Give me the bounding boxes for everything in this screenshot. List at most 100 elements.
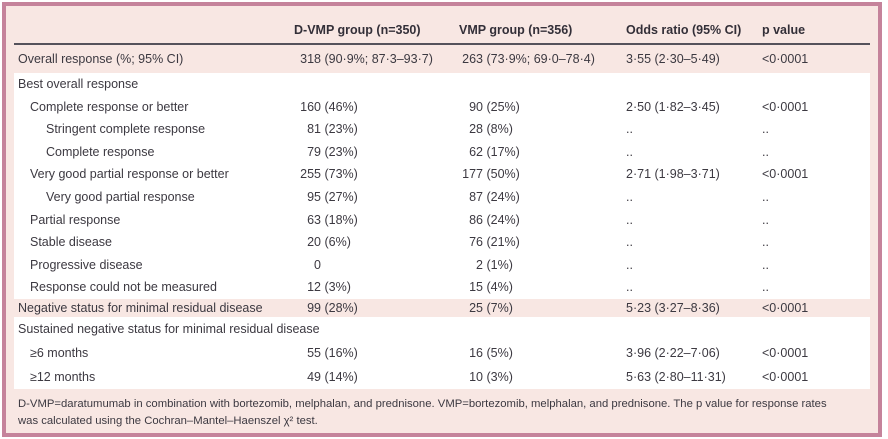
- white-row-panel: Sustained negative status for minimal re…: [14, 316, 870, 389]
- cell-dvmp: 318 (90·9%; 87·3–93·7): [294, 53, 459, 66]
- row-label: Partial response: [30, 212, 121, 227]
- cell-dvmp: 63 (18%): [294, 214, 459, 227]
- value-number: 49: [307, 369, 321, 384]
- cell-dvmp: 255 (73%): [294, 168, 459, 181]
- value-number: 76: [469, 235, 483, 250]
- cell-vmp: 25 (7%): [459, 302, 626, 315]
- value-number: 10: [469, 369, 483, 384]
- cell-pvalue: ..: [762, 190, 769, 205]
- value-number: 160: [300, 99, 321, 114]
- cell-pvalue: <0·0001: [762, 345, 809, 360]
- cell-vmp: 2 (1%): [459, 259, 626, 272]
- cell-odds-ratio: 3·96 (2·22–7·06): [626, 345, 720, 360]
- row-label: Negative status for minimal residual dis…: [18, 300, 263, 315]
- cell-vmp: 15 (4%): [459, 281, 626, 294]
- white-row-panel: Best overall response Complete response o…: [14, 73, 870, 299]
- column-header-dvmp-group: D-VMP group (n=350): [294, 23, 421, 37]
- cell-dvmp: 81 (23%): [294, 123, 459, 136]
- cell-pvalue: ..: [762, 212, 769, 227]
- cell-vmp: 87 (24%): [459, 191, 626, 204]
- row-label: Complete response or better: [30, 99, 189, 114]
- row-label: Progressive disease: [30, 257, 143, 272]
- cell-dvmp: 20 (6%): [294, 236, 459, 249]
- row-label: Sustained negative status for minimal re…: [18, 321, 320, 336]
- cell-pvalue: ..: [762, 144, 769, 159]
- cell-vmp: 62 (17%): [459, 146, 626, 159]
- cell-odds-ratio: ..: [626, 257, 633, 272]
- value-number: 28: [469, 122, 483, 137]
- cell-vmp: 263 (73·9%; 69·0–78·4): [459, 53, 626, 66]
- table-row: Stable disease 20 (6%) 76 (21%)....: [14, 231, 870, 254]
- cell-pvalue: <0·0001: [762, 369, 809, 384]
- value-number: 20: [307, 235, 321, 250]
- cell-vmp: 76 (21%): [459, 236, 626, 249]
- row-label: Very good partial response or better: [30, 167, 229, 182]
- row-label: Complete response: [46, 144, 155, 159]
- value-number: 90: [469, 99, 483, 114]
- value-number: 255: [300, 167, 321, 182]
- table-row: Negative status for minimal residual dis…: [6, 299, 878, 317]
- value-number: 2: [476, 257, 483, 272]
- cell-vmp: 90 (25%): [459, 101, 626, 114]
- value-number: 12: [307, 280, 321, 295]
- cell-odds-ratio: ..: [626, 144, 633, 159]
- cell-vmp: 86 (24%): [459, 214, 626, 227]
- cell-pvalue: <0·0001: [762, 51, 809, 66]
- value-number: 79: [307, 144, 321, 159]
- cell-odds-ratio: 2·71 (1·98–3·71): [626, 167, 720, 182]
- column-header-vmp-group: VMP group (n=356): [459, 23, 573, 37]
- table-row: Very good partial response or better 255 …: [14, 163, 870, 186]
- cell-odds-ratio: ..: [626, 280, 633, 295]
- value-number: 63: [307, 212, 321, 227]
- value-number: 177: [462, 167, 483, 182]
- cell-pvalue: ..: [762, 280, 769, 295]
- cell-pvalue: ..: [762, 257, 769, 272]
- value-number: 62: [469, 144, 483, 159]
- value-number: 55: [307, 345, 321, 360]
- column-header-p-value: p value: [762, 23, 806, 37]
- value-number: 16: [469, 345, 483, 360]
- row-label: Best overall response: [18, 77, 139, 92]
- row-label: Response could not be measured: [30, 280, 217, 295]
- value-number: 95: [307, 190, 321, 205]
- cell-dvmp: 95 (27%): [294, 191, 459, 204]
- value-number: 0: [314, 257, 321, 272]
- table-row: Overall response (%; 95% CI) 318 (90·9%; …: [6, 45, 878, 73]
- row-label: ≥6 months: [30, 345, 89, 360]
- cell-pvalue: ..: [762, 235, 769, 250]
- cell-odds-ratio: 2·50 (1·82–3·45): [626, 99, 720, 114]
- cell-pvalue: <0·0001: [762, 300, 809, 315]
- table-row: ≥12 months 49 (14%) 10 (3%) 5·63 (2·80–11·3…: [14, 365, 870, 389]
- cell-dvmp: 12 (3%): [294, 281, 459, 294]
- cell-odds-ratio: 5·63 (2·80–11·31): [626, 369, 726, 384]
- table-row: Partial response 63 (18%) 86 (24%)....: [14, 209, 870, 232]
- value-number: 81: [307, 122, 321, 137]
- table-row: Response could not be measured 12 (3%) 15 …: [14, 276, 870, 299]
- cell-dvmp: 160 (46%): [294, 101, 459, 114]
- cell-odds-ratio: ..: [626, 190, 633, 205]
- value-number: 25: [469, 300, 483, 315]
- cell-dvmp: 55 (16%): [294, 347, 459, 360]
- cell-dvmp: 99 (28%): [294, 302, 459, 315]
- cell-odds-ratio: ..: [626, 235, 633, 250]
- cell-pvalue: <0·0001: [762, 167, 809, 182]
- row-label: ≥12 months: [30, 369, 96, 384]
- cell-vmp: 28 (8%): [459, 123, 626, 136]
- table-row: ≥6 months 55 (16%) 16 (5%) 3·96 (2·22–7·06)…: [14, 341, 870, 365]
- value-number: 15: [469, 280, 483, 295]
- column-header-odds-ratio: Odds ratio (95% CI): [626, 23, 742, 37]
- cell-dvmp: 0: [294, 259, 459, 272]
- row-label: Stringent complete response: [46, 122, 206, 137]
- value-number: 87: [469, 190, 483, 205]
- value-number: 99: [307, 300, 321, 315]
- table-row: Very good partial response 95 (27%) 87 (24…: [14, 186, 870, 209]
- table-row: Complete response or better 160 (46%) 90 (…: [14, 96, 870, 119]
- table-row: Best overall response: [14, 73, 870, 96]
- value-number: 318: [300, 51, 321, 66]
- cell-pvalue: ..: [762, 122, 769, 137]
- cell-vmp: 16 (5%): [459, 347, 626, 360]
- cell-vmp: 10 (3%): [459, 371, 626, 384]
- cell-dvmp: 49 (14%): [294, 371, 459, 384]
- bottom-divider-rule: [14, 435, 870, 437]
